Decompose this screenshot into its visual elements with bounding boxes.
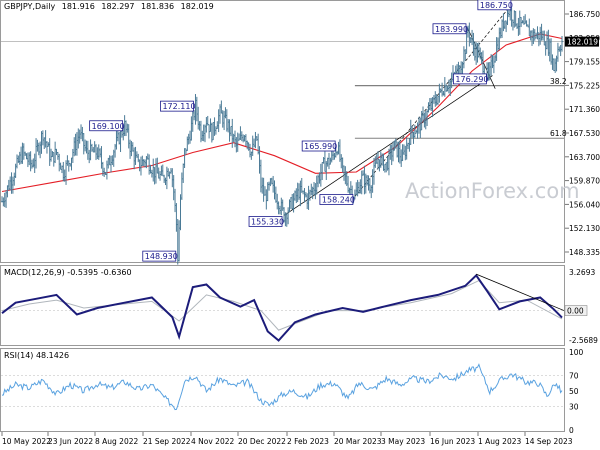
price-annotation-box (89, 120, 124, 132)
time-tick-label: 14 Sep 2023 (525, 437, 573, 446)
price-tick-label: 152.130 (569, 224, 600, 233)
macd-axis-ticks: 3.2693 -2.5689 (569, 268, 598, 345)
current-price-box (565, 36, 599, 47)
rsi-tick-label: 30 (569, 403, 579, 412)
rsi-axis-ticks: 100 70 50 30 0 (569, 348, 584, 435)
rsi-grid (1, 375, 564, 407)
macd-tick-label: 3.2693 (569, 268, 595, 277)
price-annotations: 186.750 183.990 176.290 172.110 169.100 165.9… (89, 0, 513, 262)
price-axis-ticks: 186.750182.950179.155175.225171.360167.5… (565, 10, 600, 257)
price-tick-label: 179.155 (569, 58, 600, 67)
price-annotation-box (301, 140, 336, 152)
ohlc-close: 182.019 (181, 2, 214, 11)
price-annotation-label: 155.330 (251, 217, 284, 226)
price-tick-label: 163.700 (569, 153, 600, 162)
ohlc-open: 181.916 (62, 2, 95, 11)
time-tick-label: 16 Jun 2023 (430, 437, 475, 446)
main-title: GBPJPY,Daily 181.916 182.297 181.836 182… (4, 2, 214, 11)
main-panel-frame (0, 0, 565, 263)
price-tick-label: 159.870 (569, 177, 600, 186)
rsi-title: RSI(14) 48.1426 (4, 351, 69, 360)
price-annotation-label: 186.750 (480, 1, 513, 10)
time-tick-label: 23 Jun 2022 (48, 437, 93, 446)
price-annotation-label: 172.110 (162, 102, 195, 111)
fib-level-label: 61.8 (550, 129, 567, 138)
price-annotation-box (477, 0, 512, 11)
time-tick-label: 3 May 2023 (381, 437, 425, 446)
time-tick-label: 20 Mar 2023 (334, 437, 382, 446)
rsi-panel-frame (0, 348, 565, 432)
watermark: ActionForex.com (405, 179, 580, 203)
ohlc-low: 181.836 (141, 2, 174, 11)
fib-level-label: 38.2 (550, 77, 567, 86)
price-annotation-box (319, 194, 354, 205)
rsi-tick-label: 0 (569, 426, 574, 435)
time-tick-label: 2 Feb 2023 (287, 437, 329, 446)
current-price-tag: 182.019 (565, 36, 599, 47)
price-annotation-box (142, 250, 177, 262)
time-tick-label: 1 Aug 2023 (478, 437, 521, 446)
price-annotation-label: 148.930 (145, 252, 178, 261)
macd-line (1, 273, 563, 342)
price-annotation-box (160, 100, 194, 112)
ohlc-high: 182.297 (101, 2, 134, 11)
price-annotation-label: 176.290 (455, 75, 488, 84)
macd-current-box (564, 305, 588, 316)
rsi-line (1, 363, 563, 411)
price-annotation-box (453, 73, 487, 85)
price-bars (0, 5, 564, 265)
price-tick-label: 148.335 (569, 248, 600, 257)
price-tick-label: 186.750 (569, 10, 600, 19)
price-tick-label: 171.360 (569, 105, 600, 114)
price-tick-label: 175.225 (569, 81, 600, 90)
macd-tick-label: -2.5689 (569, 336, 598, 345)
macd-trend-line (476, 273, 565, 311)
price-annotation-box (248, 216, 283, 227)
macd-title: MACD(12,26,9) -0.5395 -0.6360 (4, 268, 132, 277)
retracement-levels: 38.2 61.8 (1, 41, 567, 139)
macd-current-tag: 0.00 (564, 305, 588, 316)
time-tick-label: 8 Aug 2022 (95, 437, 138, 446)
rsi-tick-label: 50 (569, 387, 579, 396)
rsi-tick-label: 70 (569, 371, 579, 380)
frame (0, 0, 565, 432)
macd-current-label: 0.00 (567, 307, 584, 316)
price-annotation-label: 183.990 (435, 25, 468, 34)
price-tick-label: 156.040 (569, 200, 600, 209)
price-tick-label: 167.530 (569, 129, 600, 138)
price-annotation-box (432, 23, 467, 35)
time-tick-label: 4 Nov 2022 (191, 437, 234, 446)
main-title-name: GBPJPY,Daily (4, 2, 55, 11)
moving-average-line (1, 33, 563, 193)
price-annotation-label: 169.100 (92, 122, 125, 131)
rsi-tick-label: 100 (569, 348, 584, 357)
channel-line (283, 75, 493, 216)
macd-panel-frame (0, 265, 565, 346)
time-tick-label: 21 Sep 2022 (143, 437, 191, 446)
time-tick-label: 20 Dec 2022 (238, 437, 286, 446)
price-annotation-label: 165.990 (304, 142, 337, 151)
time-tick-label: 10 May 2022 (2, 437, 51, 446)
current-price-label: 182.019 (567, 38, 598, 47)
macd-signal-line (1, 279, 563, 331)
price-annotation-label: 158.240 (322, 195, 355, 204)
